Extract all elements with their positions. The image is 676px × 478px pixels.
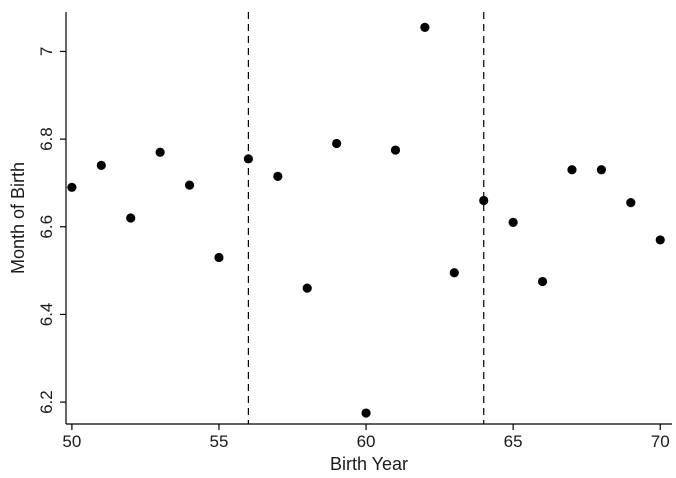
- data-point: [361, 408, 371, 418]
- data-point: [626, 198, 636, 208]
- x-axis-title: Birth Year: [330, 454, 408, 474]
- data-point: [449, 268, 459, 278]
- x-tick-label: 55: [210, 432, 229, 451]
- data-point: [508, 217, 518, 227]
- y-tick-label: 7: [37, 47, 56, 56]
- data-point: [567, 165, 577, 175]
- data-point: [479, 195, 489, 206]
- data-point: [302, 283, 312, 293]
- x-tick-label: 70: [651, 432, 670, 451]
- data-point: [155, 147, 165, 157]
- y-tick-label: 6.4: [37, 303, 56, 327]
- data-point: [126, 213, 136, 223]
- data-point: [273, 171, 283, 181]
- y-tick-label: 6.2: [37, 390, 56, 414]
- data-points: [67, 22, 665, 418]
- data-point: [332, 138, 342, 149]
- data-point: [420, 22, 430, 32]
- y-tick-label: 6.8: [37, 127, 56, 151]
- x-tick-label: 60: [357, 432, 376, 451]
- data-point: [596, 165, 606, 175]
- data-point: [537, 276, 548, 287]
- data-point: [390, 145, 401, 155]
- x-tick-label: 50: [62, 432, 81, 451]
- data-point: [96, 160, 106, 171]
- data-point: [243, 154, 253, 164]
- y-axis-ticks: 6.2 6.4 6.6 6.8 7: [37, 47, 66, 414]
- data-point: [67, 182, 77, 192]
- data-point: [184, 180, 195, 190]
- x-axis-ticks: 50 55 60 65 70: [62, 424, 670, 451]
- data-point: [655, 235, 665, 245]
- reference-lines: [247, 12, 485, 424]
- x-tick-label: 65: [504, 432, 523, 451]
- y-axis-title: Month of Birth: [8, 162, 28, 274]
- data-point: [214, 252, 224, 263]
- axes: [65, 12, 672, 425]
- y-tick-label: 6.6: [37, 215, 56, 239]
